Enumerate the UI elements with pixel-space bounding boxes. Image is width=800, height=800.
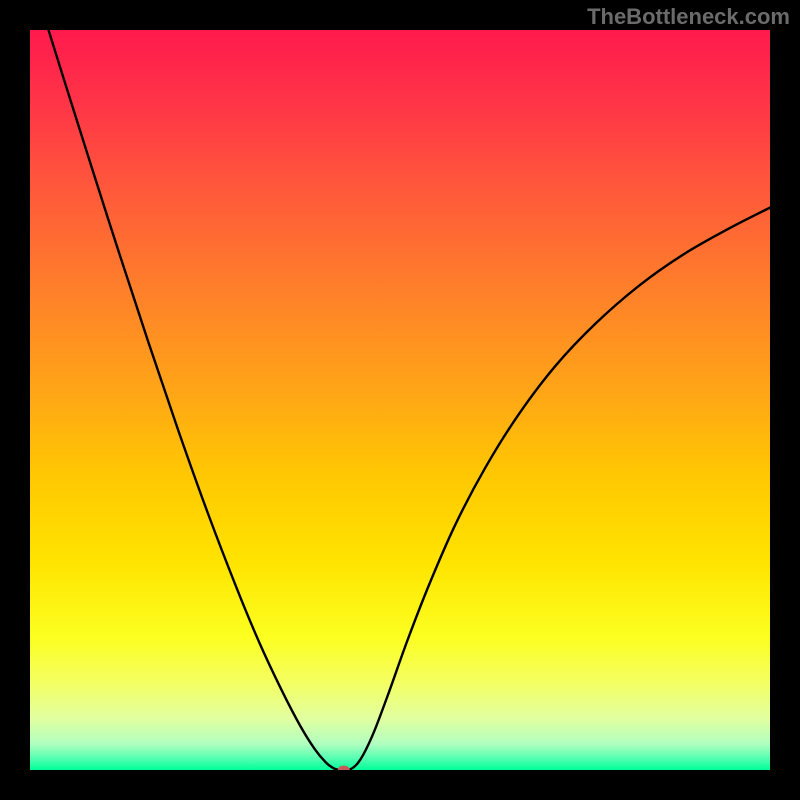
optimal-marker (338, 766, 349, 770)
chart-container: TheBottleneck.com (0, 0, 800, 800)
chart-svg (30, 30, 770, 770)
watermark-text: TheBottleneck.com (587, 4, 790, 30)
plot-area (30, 30, 770, 770)
